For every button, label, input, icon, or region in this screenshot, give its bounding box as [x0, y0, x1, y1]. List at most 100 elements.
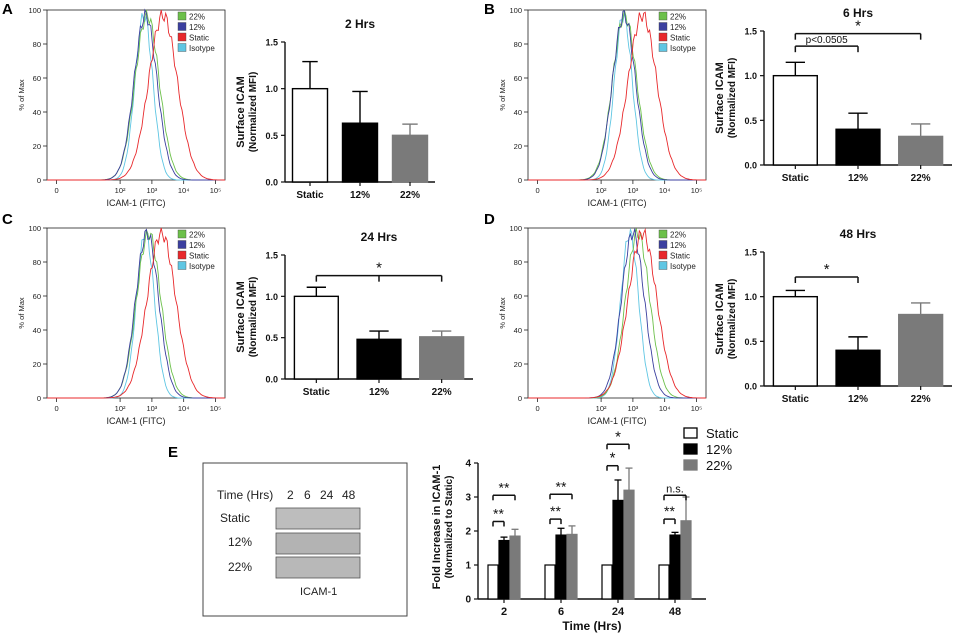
- bar-12pct-2: [498, 539, 510, 600]
- legend-label: Isotype: [670, 44, 696, 53]
- static-curve: [47, 227, 225, 399]
- y-tick-label: 1.0: [744, 292, 757, 302]
- significance-upper: *: [615, 428, 621, 445]
- legend-label: 12%: [670, 241, 686, 250]
- legend-label: 22%: [670, 231, 686, 240]
- significance-upper: **: [499, 479, 510, 495]
- x-tick-label: 2: [501, 606, 507, 618]
- hist-xlabel: ICAM-1 (FITC): [107, 198, 166, 208]
- y-axis-label: Surface ICAM: [714, 283, 726, 355]
- hist-xtick-label: 10⁴: [178, 404, 190, 413]
- blot-time-48: 48: [342, 488, 356, 502]
- hist-xtick-label: 0: [535, 186, 539, 195]
- hist-ytick-label: 100: [509, 224, 522, 233]
- hist-ytick-label: 60: [514, 74, 522, 83]
- chart-title: 6 Hrs: [843, 6, 873, 20]
- hist-frame: [46, 9, 226, 181]
- legend-label: Static: [189, 252, 209, 261]
- x-tick-label: Static: [782, 394, 810, 405]
- y-tick-label: 1.0: [265, 84, 278, 94]
- x-tick-label: 24: [612, 606, 625, 618]
- legend-label: Static: [670, 252, 690, 261]
- significance-label: p<0.0505: [806, 35, 848, 46]
- significance-lower: **: [493, 505, 504, 521]
- y-tick-label: 3: [465, 493, 471, 504]
- hist-frame: [527, 227, 707, 399]
- blot-band-12: [275, 532, 361, 555]
- hist-ytick-label: 100: [28, 6, 41, 15]
- y-tick-label: 1.0: [744, 71, 757, 81]
- hist-xtick-label: 10²: [115, 404, 126, 413]
- bar-static: [291, 87, 329, 183]
- hist-xtick-label: 0: [54, 186, 58, 195]
- legend-label: Static: [706, 426, 739, 441]
- y-tick-label: 1.5: [265, 251, 278, 261]
- blot-time-2: 2: [287, 488, 294, 502]
- legend-label: Static: [670, 34, 690, 43]
- x-tick-label: 22%: [400, 190, 420, 201]
- legend-swatch: [177, 22, 187, 31]
- y-axis-label-unit: (Normalized MFI): [248, 72, 259, 153]
- legend-swatch: [658, 43, 668, 52]
- grouped-bar-chart-fold-increase: Fold Increase in ICAM-1 (Normalized to St…: [431, 426, 739, 633]
- hist-ytick-label: 60: [514, 292, 522, 301]
- y-tick-label: 0.5: [744, 337, 757, 347]
- y-axis-label-unit: (Normalized MFI): [727, 279, 738, 360]
- bar-12pct: [835, 128, 881, 166]
- legend-label: 22%: [706, 458, 732, 473]
- x-tick-label: 6: [558, 606, 564, 618]
- bar-12pct-6: [555, 534, 567, 600]
- hist-xtick-label: 10²: [596, 186, 607, 195]
- hist-xtick-label: 10⁵: [691, 404, 702, 413]
- hist-ytick-label: 80: [514, 40, 522, 49]
- significance-lower: **: [664, 503, 675, 519]
- legend-swatch: [177, 229, 187, 239]
- x-tick-label: Static: [782, 173, 810, 184]
- hist-xtick-label: 10³: [146, 186, 157, 195]
- y-tick-label: 0.5: [744, 116, 757, 126]
- y-tick-label: 4: [465, 459, 471, 470]
- significance-upper: **: [556, 478, 567, 494]
- hist-xtick-label: 10²: [596, 404, 607, 413]
- legend-label: 22%: [670, 13, 686, 22]
- hist-ytick-label: 0: [518, 176, 522, 185]
- legend-swatch: [658, 22, 668, 31]
- panel-label-e: E: [168, 444, 178, 461]
- bar-12pct: [835, 349, 881, 387]
- bar-22pct: [419, 336, 465, 380]
- y-tick-label: 1.5: [744, 248, 757, 258]
- legend-label: Isotype: [670, 262, 696, 271]
- y-tick-label: 0.5: [265, 131, 278, 141]
- static-curve: [528, 11, 706, 181]
- hist-ytick-label: 20: [514, 360, 522, 369]
- y-tick-label: 0.5: [265, 333, 278, 343]
- hist-xlabel: ICAM-1 (FITC): [107, 416, 166, 426]
- x-tick-label: 12%: [848, 394, 868, 405]
- legend-swatch-22pct: [683, 459, 698, 471]
- legend-swatch-static: [683, 427, 698, 439]
- y-tick-label: 1.5: [265, 38, 278, 48]
- hist-ytick-label: 60: [33, 74, 41, 83]
- y-tick-label: 0.0: [744, 382, 757, 392]
- hist-xtick-label: 0: [535, 404, 539, 413]
- y-tick-label: 1.0: [265, 292, 278, 302]
- hist-ytick-label: 80: [33, 258, 41, 267]
- blot-row-12: 12%: [228, 535, 252, 549]
- y-axis-label-unit: (Normalized MFI): [248, 277, 259, 358]
- legend-swatch: [177, 11, 187, 21]
- hist-xtick-label: 10⁵: [691, 186, 702, 195]
- hist-xtick-label: 10⁵: [210, 404, 221, 413]
- hist-ytick-label: 40: [33, 326, 41, 335]
- blot-row-static: Static: [220, 511, 250, 525]
- hist-ylabel: % of Max: [498, 297, 507, 329]
- hist-xlabel: ICAM-1 (FITC): [588, 416, 647, 426]
- legend-swatch: [177, 250, 187, 260]
- hist-frame: [527, 9, 707, 181]
- x-tick-label: Static: [296, 190, 324, 201]
- western-blot: Time (Hrs) 2 6 24 48 Static 12% 22% ICAM…: [202, 462, 408, 617]
- hist-xtick-label: 10³: [146, 404, 157, 413]
- chart-title: 48 Hrs: [840, 227, 877, 241]
- significance-label: *: [824, 261, 830, 278]
- bar-chart-2hrs: 2 Hrs Surface ICAM (Normalized MFI) 0.0 0.5 1…: [235, 17, 435, 201]
- hist-xtick-label: 10⁴: [659, 186, 671, 195]
